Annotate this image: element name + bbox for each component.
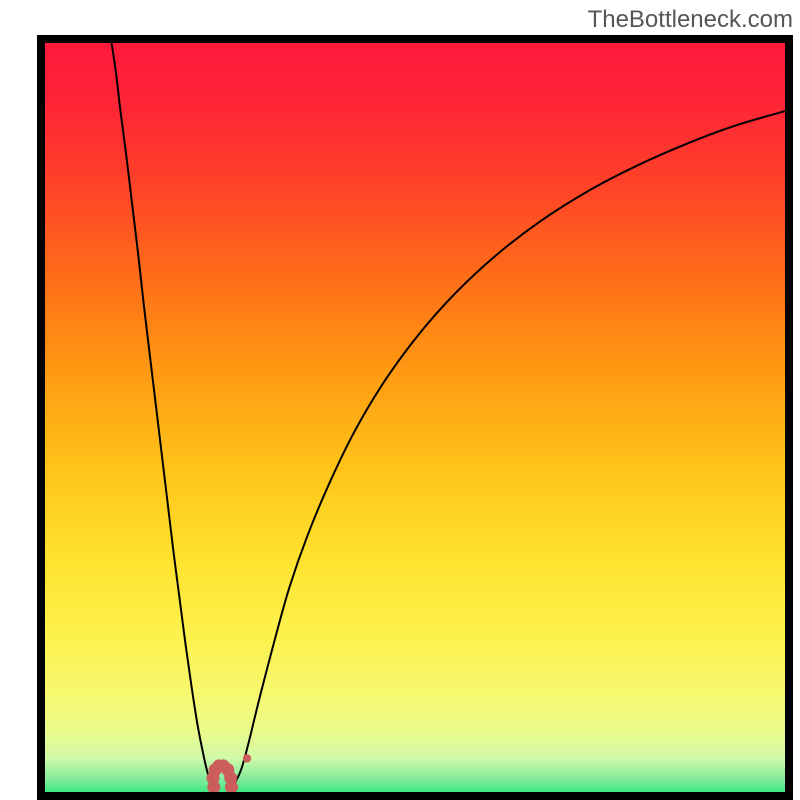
marker-7: [225, 781, 238, 794]
chart-stage: TheBottleneck.com: [0, 0, 800, 800]
bottleneck-chart-svg: [0, 0, 800, 800]
marker-8: [243, 754, 251, 762]
gradient-background: [45, 43, 785, 800]
watermark-text: TheBottleneck.com: [588, 6, 793, 34]
